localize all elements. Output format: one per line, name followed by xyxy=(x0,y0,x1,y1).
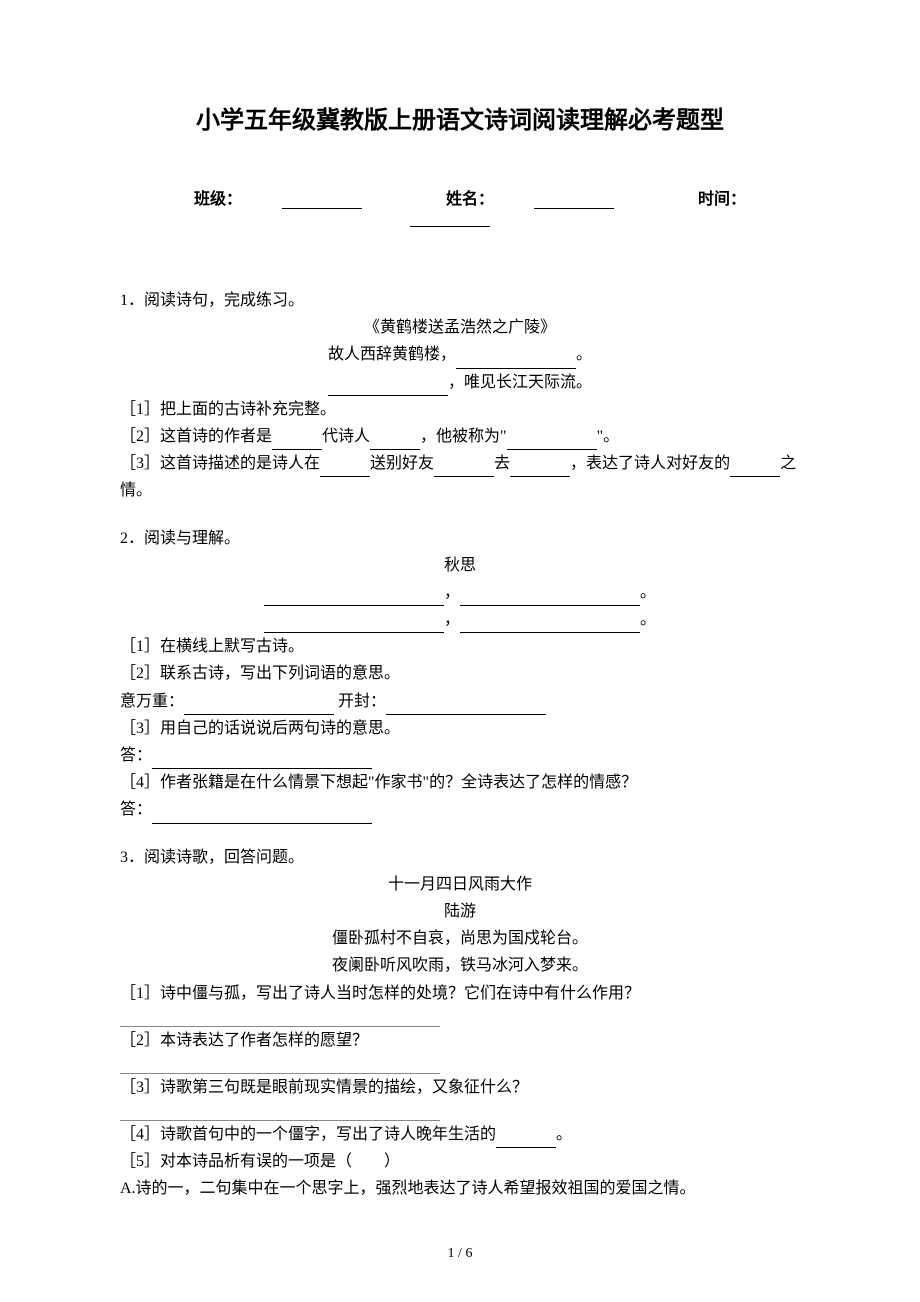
q1-sub2-b: 代诗人 xyxy=(322,428,370,445)
q2-period2: 。 xyxy=(640,611,656,628)
question-2: 2．阅读与理解。 秋思 ，。 ，。 ［1］在横线上默写古诗。 ［2］联系古诗，写… xyxy=(120,525,800,824)
q1-sub3-blank2[interactable] xyxy=(434,476,494,477)
q3-poem-title: 十一月四日风雨大作 xyxy=(120,871,800,898)
q1-line1-text: 故人西辞黄鹤楼， xyxy=(328,346,456,363)
name-blank[interactable] xyxy=(534,208,614,209)
q1-line2-text: ，唯见长江天际流。 xyxy=(448,374,592,391)
q1-sub3-blank3[interactable] xyxy=(510,476,570,477)
q1-poem-line2: ，唯见长江天际流。 xyxy=(120,369,800,396)
q2-blank4[interactable] xyxy=(460,632,640,633)
q3-number: 3．阅读诗歌，回答问题。 xyxy=(120,844,800,871)
q3-sub1-blank[interactable] xyxy=(120,1011,440,1027)
q2-sub2-blank2[interactable] xyxy=(386,714,546,715)
q1-sub2-d: "。 xyxy=(597,428,620,445)
question-3: 3．阅读诗歌，回答问题。 十一月四日风雨大作 陆游 僵卧孤村不自哀，尚思为国戍轮… xyxy=(120,844,800,1203)
question-1: 1．阅读诗句，完成练习。 《黄鹤楼送孟浩然之广陵》 故人西辞黄鹤楼， 。 ，唯见长… xyxy=(120,287,800,505)
q3-sub4-a: ［4］诗歌首句中的一个僵字，写出了诗人晚年生活的 xyxy=(120,1126,496,1143)
class-blank[interactable] xyxy=(282,208,362,209)
q2-period1: 。 xyxy=(640,584,656,601)
q1-sub2-a: ［2］这首诗的作者是 xyxy=(120,428,272,445)
time-blank[interactable] xyxy=(410,226,490,227)
q2-poem-line1: ，。 xyxy=(120,579,800,606)
q3-sub2-blank[interactable] xyxy=(120,1058,440,1074)
q2-poem-line2: ，。 xyxy=(120,606,800,633)
q2-sub2-line: 意万重： 开封： xyxy=(120,688,800,715)
q2-answer-label2: 答： xyxy=(120,801,152,818)
q1-poem-title: 《黄鹤楼送孟浩然之广陵》 xyxy=(120,314,800,341)
q2-sub4: ［4］作者张籍是在什么情景下想起"作家书"的？全诗表达了怎样的情感？ xyxy=(120,769,800,796)
content-area: 1．阅读诗句，完成练习。 《黄鹤楼送孟浩然之广陵》 故人西辞黄鹤楼， 。 ，唯见长… xyxy=(120,287,800,1203)
q3-poem-line1: 僵卧孤村不自哀，尚思为国戍轮台。 xyxy=(120,925,800,952)
page-number: 1 / 6 xyxy=(448,1246,473,1262)
q3-poem-author: 陆游 xyxy=(120,898,800,925)
q3-sub2: ［2］本诗表达了作者怎样的愿望？ xyxy=(120,1027,800,1054)
time-label: 时间： xyxy=(698,191,746,208)
q3-poem-line2: 夜阑卧听风吹雨，铁马冰河入梦来。 xyxy=(120,952,800,979)
q2-sub2-b: 开封： xyxy=(334,693,386,710)
q2-number: 2．阅读与理解。 xyxy=(120,525,800,552)
name-label: 姓名： xyxy=(446,191,494,208)
q2-sub3-answer: 答： xyxy=(120,742,800,769)
class-label: 班级： xyxy=(194,191,242,208)
q1-sub3-c: 去 xyxy=(494,455,510,472)
q3-sub5: ［5］对本诗品析有误的一项是（ ） xyxy=(120,1148,800,1175)
q2-sub3: ［3］用自己的话说说后两句诗的意思。 xyxy=(120,715,800,742)
q1-number: 1．阅读诗句，完成练习。 xyxy=(120,287,800,314)
q1-line1-period: 。 xyxy=(576,346,592,363)
name-field: 姓名： xyxy=(426,191,634,208)
q2-comma1: ， xyxy=(444,584,460,601)
q3-sub4-blank[interactable] xyxy=(496,1147,556,1148)
form-row: 班级： 姓名： 时间： xyxy=(120,185,800,227)
q2-sub4-blank[interactable] xyxy=(152,823,372,824)
q2-answer-label1: 答： xyxy=(120,747,152,764)
q2-sub2-a: 意万重： xyxy=(120,693,184,710)
q2-sub1: ［1］在横线上默写古诗。 xyxy=(120,633,800,660)
q1-poem-line1: 故人西辞黄鹤楼， 。 xyxy=(120,341,800,368)
q1-sub3-a: ［3］这首诗描述的是诗人在 xyxy=(120,455,320,472)
q3-sub3: ［3］诗歌第三句既是眼前现实情景的描绘，又象征什么？ xyxy=(120,1074,800,1101)
q3-optA: A.诗的一，二句集中在一个思字上，强烈地表达了诗人希望报效祖国的爱国之情。 xyxy=(120,1175,800,1202)
q2-poem-title: 秋思 xyxy=(120,552,800,579)
class-field: 班级： xyxy=(174,191,382,208)
q1-sub3-b: 送别好友 xyxy=(370,455,434,472)
q3-sub4: ［4］诗歌首句中的一个僵字，写出了诗人晚年生活的 。 xyxy=(120,1121,800,1148)
q1-sub3-d: ，表达了诗人 xyxy=(570,455,666,472)
q1-sub1: ［1］把上面的古诗补充完整。 xyxy=(120,396,800,423)
q1-sub2-c: ，他被称为" xyxy=(420,428,507,445)
q3-sub1: ［1］诗中僵与孤，写出了诗人当时怎样的处境？它们在诗中有什么作用？ xyxy=(120,980,800,1007)
q1-sub3-blank4[interactable] xyxy=(730,476,780,477)
q2-sub4-answer: 答： xyxy=(120,796,800,823)
q3-sub3-blank[interactable] xyxy=(120,1105,440,1121)
document-title: 小学五年级冀教版上册语文诗词阅读理解必考题型 xyxy=(120,100,800,135)
q1-sub3-blank1[interactable] xyxy=(320,476,370,477)
q1-sub3: ［3］这首诗描述的是诗人在送别好友去，表达了诗人对好友的之情。 xyxy=(120,450,800,504)
q1-sub2: ［2］这首诗的作者是 代诗人 ，他被称为" "。 xyxy=(120,423,800,450)
q1-blank2[interactable] xyxy=(328,395,448,396)
q2-comma2: ， xyxy=(444,611,460,628)
q3-sub4-b: 。 xyxy=(556,1126,572,1143)
q2-sub2: ［2］联系古诗，写出下列词语的意思。 xyxy=(120,660,800,687)
q1-sub3-e: 对好友的 xyxy=(666,455,730,472)
